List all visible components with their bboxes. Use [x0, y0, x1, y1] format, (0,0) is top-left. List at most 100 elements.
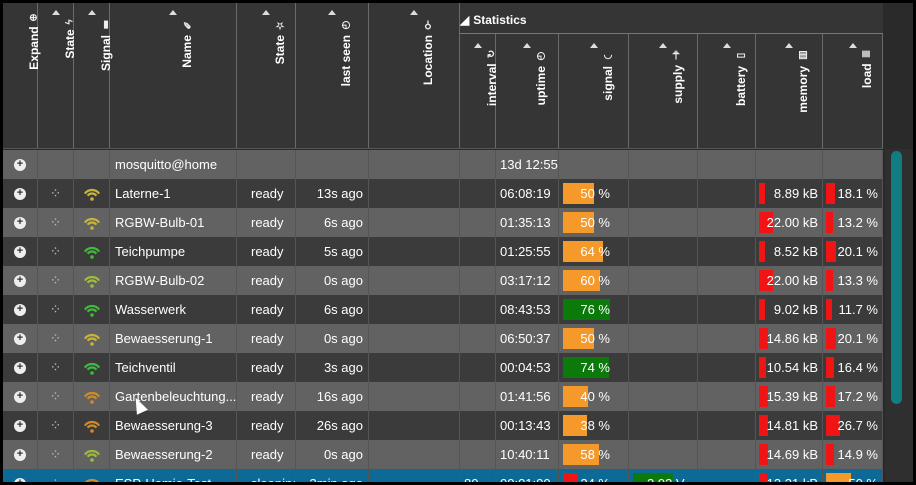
- last-seen: 0s ago: [323, 331, 363, 346]
- expand-cell[interactable]: +: [3, 440, 38, 469]
- expand-cell[interactable]: +: [3, 411, 38, 440]
- column-header-memory[interactable]: memory ▤: [756, 34, 823, 148]
- sort-caret-icon[interactable]: [523, 43, 531, 48]
- device-table: ◢ Statistics Expand ⊕ State ϟ Signal ▮ Name ✎ St…: [3, 3, 913, 482]
- expand-cell[interactable]: +: [3, 208, 38, 237]
- table-row[interactable]: + ⁘ Teichpumpe ready 5s ago 01:25:55 64 % 8.52 …: [3, 237, 883, 266]
- table-row[interactable]: + ⁘ RGBW-Bulb-02 ready 0s ago 03:17:12 60 % 22.…: [3, 266, 883, 295]
- column-header-last_seen[interactable]: last seen ◷: [296, 3, 369, 148]
- battery-cell: [698, 266, 756, 295]
- memory-value: 8.52 kB: [773, 244, 818, 259]
- column-header-state2[interactable]: State ☆: [237, 3, 296, 148]
- expand-plus-icon[interactable]: +: [14, 390, 26, 403]
- sort-caret-icon[interactable]: [473, 43, 482, 48]
- last-seen: 0s ago: [323, 447, 363, 462]
- state-text-cell: ready: [237, 353, 296, 382]
- load-bar: [826, 415, 840, 436]
- table-row[interactable]: + ⁘ Gartenbeleuchtung... ready 16s ago 01:41:…: [3, 382, 883, 411]
- name-cell: Laterne-1: [110, 179, 237, 208]
- last-seen: 3s ago: [323, 360, 363, 375]
- column-header-name[interactable]: Name ✎: [110, 3, 237, 148]
- table-row[interactable]: + ⁘ Bewaesserung-3 ready 26s ago 00:13:43 38 %…: [3, 411, 883, 440]
- sort-caret-icon[interactable]: [785, 43, 793, 48]
- expand-plus-icon[interactable]: +: [14, 274, 26, 287]
- load-value: 13.2 %: [837, 215, 878, 230]
- signal-bar: [563, 357, 609, 378]
- memory-value: 14.86 kB: [766, 331, 818, 346]
- sort-caret-icon[interactable]: [659, 43, 667, 48]
- sort-caret-icon[interactable]: [848, 43, 857, 48]
- signal-cell: [74, 353, 110, 382]
- expand-cell[interactable]: +: [3, 295, 38, 324]
- table-row[interactable]: + ⁘ ESP-Homie-Test sleeping 3min ago 80 00:01:…: [3, 469, 883, 482]
- device-state: ready: [251, 360, 284, 375]
- column-header-battery[interactable]: battery ▭: [698, 34, 756, 148]
- column-label: last seen: [339, 35, 353, 87]
- expand-plus-icon[interactable]: +: [14, 216, 26, 229]
- memory-bar: [759, 183, 765, 204]
- table-row-broker[interactable]: + mosquitto@home 13d 12:55: [3, 150, 883, 179]
- table-row[interactable]: + ⁘ RGBW-Bulb-01 ready 6s ago 01:35:13 50 % 22.…: [3, 208, 883, 237]
- expand-plus-icon[interactable]: +: [14, 187, 26, 200]
- expand-plus-icon[interactable]: +: [14, 361, 26, 374]
- expand-plus-icon[interactable]: +: [14, 477, 26, 482]
- sort-caret-icon[interactable]: [328, 10, 336, 15]
- sort-caret-icon[interactable]: [87, 10, 96, 15]
- expand-plus-icon[interactable]: +: [14, 245, 26, 258]
- column-header-uptime[interactable]: uptime ◷: [496, 34, 559, 148]
- expand-plus-icon[interactable]: +: [14, 303, 26, 316]
- signal-percent-cell: 60 %: [559, 266, 629, 295]
- table-row[interactable]: + ⁘ Teichventil ready 3s ago 00:04:53 74 % 10.5…: [3, 353, 883, 382]
- column-header-load[interactable]: load ≣: [823, 34, 883, 148]
- column-header-expand[interactable]: Expand ⊕: [3, 3, 41, 148]
- column-header-location[interactable]: Location ⚲: [369, 3, 460, 148]
- state-cell: ⁘: [38, 324, 74, 353]
- expand-cell[interactable]: +: [3, 469, 38, 482]
- sort-caret-icon[interactable]: [51, 10, 60, 15]
- battery-cell: [698, 237, 756, 266]
- expand-cell[interactable]: +: [3, 382, 38, 411]
- uptime-cell: 03:17:12: [496, 266, 559, 295]
- table-row[interactable]: + ⁘ Bewaesserung-2 ready 0s ago 10:40:11 58 % 1…: [3, 440, 883, 469]
- sort-caret-icon[interactable]: [169, 10, 177, 15]
- expand-plus-icon[interactable]: +: [14, 332, 26, 345]
- table-cell: [296, 150, 369, 179]
- signal-cell: [74, 411, 110, 440]
- expand-cell[interactable]: +: [3, 324, 38, 353]
- expand-cell[interactable]: +: [3, 266, 38, 295]
- column-header-signal_pct[interactable]: signal ◠: [559, 34, 629, 148]
- expand-plus-icon[interactable]: +: [14, 448, 26, 461]
- column-header-supply[interactable]: supply ⏚: [629, 34, 698, 148]
- signal-percent: 50 %: [580, 186, 610, 201]
- sort-caret-icon[interactable]: [262, 10, 270, 15]
- sort-caret-icon[interactable]: [722, 43, 731, 48]
- supply-cell: [629, 237, 698, 266]
- expand-cell[interactable]: +: [3, 353, 38, 382]
- expand-cell[interactable]: +: [3, 179, 38, 208]
- column-header-signal[interactable]: Signal ▮: [74, 3, 113, 148]
- expand-plus-icon[interactable]: +: [14, 419, 26, 432]
- uptime-cell: 10:40:11: [496, 440, 559, 469]
- sort-caret-icon[interactable]: [410, 10, 418, 15]
- wifi-signal-icon: [83, 217, 100, 230]
- expand-cell[interactable]: +: [3, 237, 38, 266]
- device-name: ESP-Homie-Test: [115, 476, 211, 482]
- load-cell: 26.7 %: [823, 411, 883, 440]
- table-row[interactable]: + ⁘ Laterne-1 ready 13s ago 06:08:19 50 % 8.89 …: [3, 179, 883, 208]
- sort-caret-icon[interactable]: [589, 43, 598, 48]
- vertical-scrollbar[interactable]: [885, 149, 913, 482]
- load-cell: 17.2 %: [823, 382, 883, 411]
- column-header-interval[interactable]: interval ↻: [460, 34, 499, 148]
- wifi-signal-icon: [83, 449, 100, 462]
- expand-cell[interactable]: +: [3, 150, 38, 179]
- table-row[interactable]: + ⁘ Wasserwerk ready 6s ago 08:43:53 76 % 9.02 …: [3, 295, 883, 324]
- scrollbar-thumb[interactable]: [891, 151, 902, 404]
- device-name: RGBW-Bulb-02: [115, 273, 205, 288]
- signal-percent-cell: 64 %: [559, 237, 629, 266]
- uptime: 01:41:56: [500, 389, 551, 404]
- expand-plus-icon[interactable]: +: [14, 158, 26, 171]
- table-row[interactable]: + ⁘ Bewaesserung-1 ready 0s ago 06:50:37 50 % 1…: [3, 324, 883, 353]
- column-header-state[interactable]: State ϟ: [38, 3, 77, 148]
- supply-cell: [629, 179, 698, 208]
- signal-bar: [563, 299, 610, 320]
